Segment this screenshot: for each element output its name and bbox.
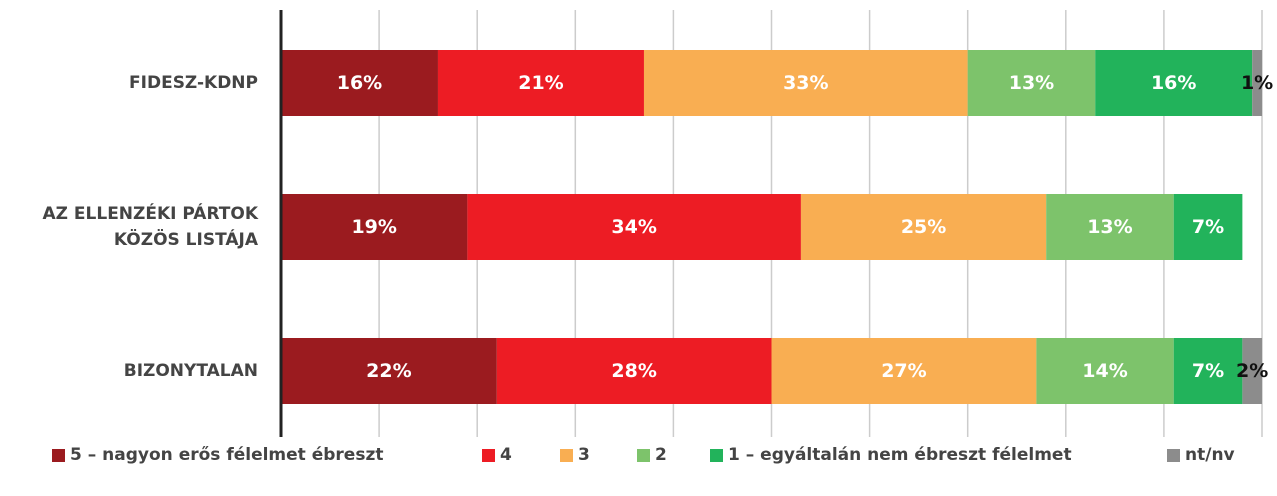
- bar-segment: [1046, 194, 1174, 260]
- legend-item: 1 – egyáltalán nem ébreszt félelmet: [710, 445, 1072, 465]
- bar-segment: [800, 194, 1047, 260]
- bar-segment: [643, 50, 968, 116]
- legend-label: nt/nv: [1185, 445, 1235, 465]
- value-label: 34%: [611, 216, 656, 238]
- value-label: 22%: [366, 360, 411, 382]
- bar-segment: [281, 338, 497, 404]
- legend-item: 2: [637, 445, 667, 465]
- bar-segment: [771, 338, 1037, 404]
- bar-segment: [1095, 50, 1253, 116]
- value-label: 7%: [1192, 360, 1224, 382]
- value-label: 19%: [351, 216, 396, 238]
- value-label: 33%: [783, 72, 828, 94]
- bar-segment: [467, 194, 801, 260]
- legend-item: 3: [560, 445, 590, 465]
- value-label: 25%: [901, 216, 946, 238]
- value-label: 14%: [1082, 360, 1127, 382]
- value-label: 13%: [1087, 216, 1132, 238]
- legend-label: 3: [578, 445, 590, 465]
- bar-segment: [1252, 50, 1262, 116]
- bar-segment: [496, 338, 772, 404]
- value-label: 27%: [881, 360, 926, 382]
- value-label: 13%: [1009, 72, 1054, 94]
- legend-item: nt/nv: [1167, 445, 1235, 465]
- legend-label: 2: [655, 445, 667, 465]
- bar-segment: [437, 50, 644, 116]
- value-label: 28%: [611, 360, 656, 382]
- legend-swatch: [560, 448, 573, 462]
- bar-segment: [967, 50, 1096, 116]
- value-label: 7%: [1192, 216, 1224, 238]
- bar-segment: [1036, 338, 1174, 404]
- legend-label: 1 – egyáltalán nem ébreszt félelmet: [728, 445, 1072, 465]
- value-label: 16%: [337, 72, 382, 94]
- category-label: BIZONYTALAN: [123, 361, 258, 381]
- legend-swatch: [482, 448, 495, 462]
- value-label: 1%: [1241, 72, 1273, 94]
- legend-label: 4: [500, 445, 512, 465]
- bar-segment: [1173, 194, 1243, 260]
- bar-segment: [1173, 338, 1243, 404]
- value-label: 21%: [518, 72, 563, 94]
- legend-swatch: [637, 448, 650, 462]
- category-label: FIDESZ-KDNP: [129, 73, 258, 93]
- bar-segment: [1242, 338, 1262, 404]
- legend-label: 5 – nagyon erős félelmet ébreszt: [70, 445, 384, 465]
- value-label: 16%: [1151, 72, 1196, 94]
- bar-segment: [281, 50, 438, 116]
- category-label: AZ ELLENZÉKI PÁRTOK KÖZÖS LISTÁJA: [42, 204, 258, 250]
- legend-swatch: [1167, 448, 1180, 462]
- legend-item: 4: [482, 445, 512, 465]
- legend-swatch: [710, 448, 723, 462]
- value-label: 2%: [1236, 360, 1268, 382]
- bar-segment: [281, 194, 468, 260]
- legend-item: 5 – nagyon erős félelmet ébreszt: [52, 445, 383, 465]
- legend-swatch: [52, 448, 65, 462]
